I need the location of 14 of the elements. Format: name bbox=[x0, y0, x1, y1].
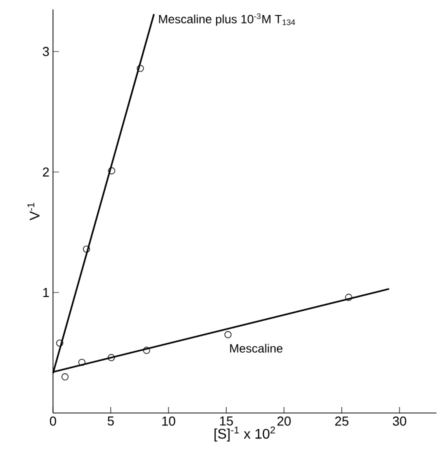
y-tick-label: 1 bbox=[43, 288, 49, 297]
x-tick-label: 10 bbox=[162, 416, 176, 426]
x-tick-label: 30 bbox=[392, 416, 406, 426]
x-tick-label: 25 bbox=[335, 416, 348, 426]
x-tick-label: 0 bbox=[50, 416, 56, 426]
x-tick-label: 15 bbox=[220, 416, 233, 426]
y-axis-title: V$^{-1}$ bbox=[27, 202, 40, 220]
x-axis-title: [S]$^{-1}$ x 10$^{2}$ bbox=[214, 426, 275, 442]
y-tick-label: 2 bbox=[42, 167, 49, 177]
series-label: Mescaline bbox=[230, 344, 282, 353]
x-tick-label: 20 bbox=[277, 416, 291, 426]
x-tick-label: 5 bbox=[108, 416, 114, 426]
y-tick-label: 3 bbox=[42, 46, 49, 56]
series-label: Mescaline plus 10$^{-3}$M T$_{134}$ bbox=[159, 13, 296, 26]
